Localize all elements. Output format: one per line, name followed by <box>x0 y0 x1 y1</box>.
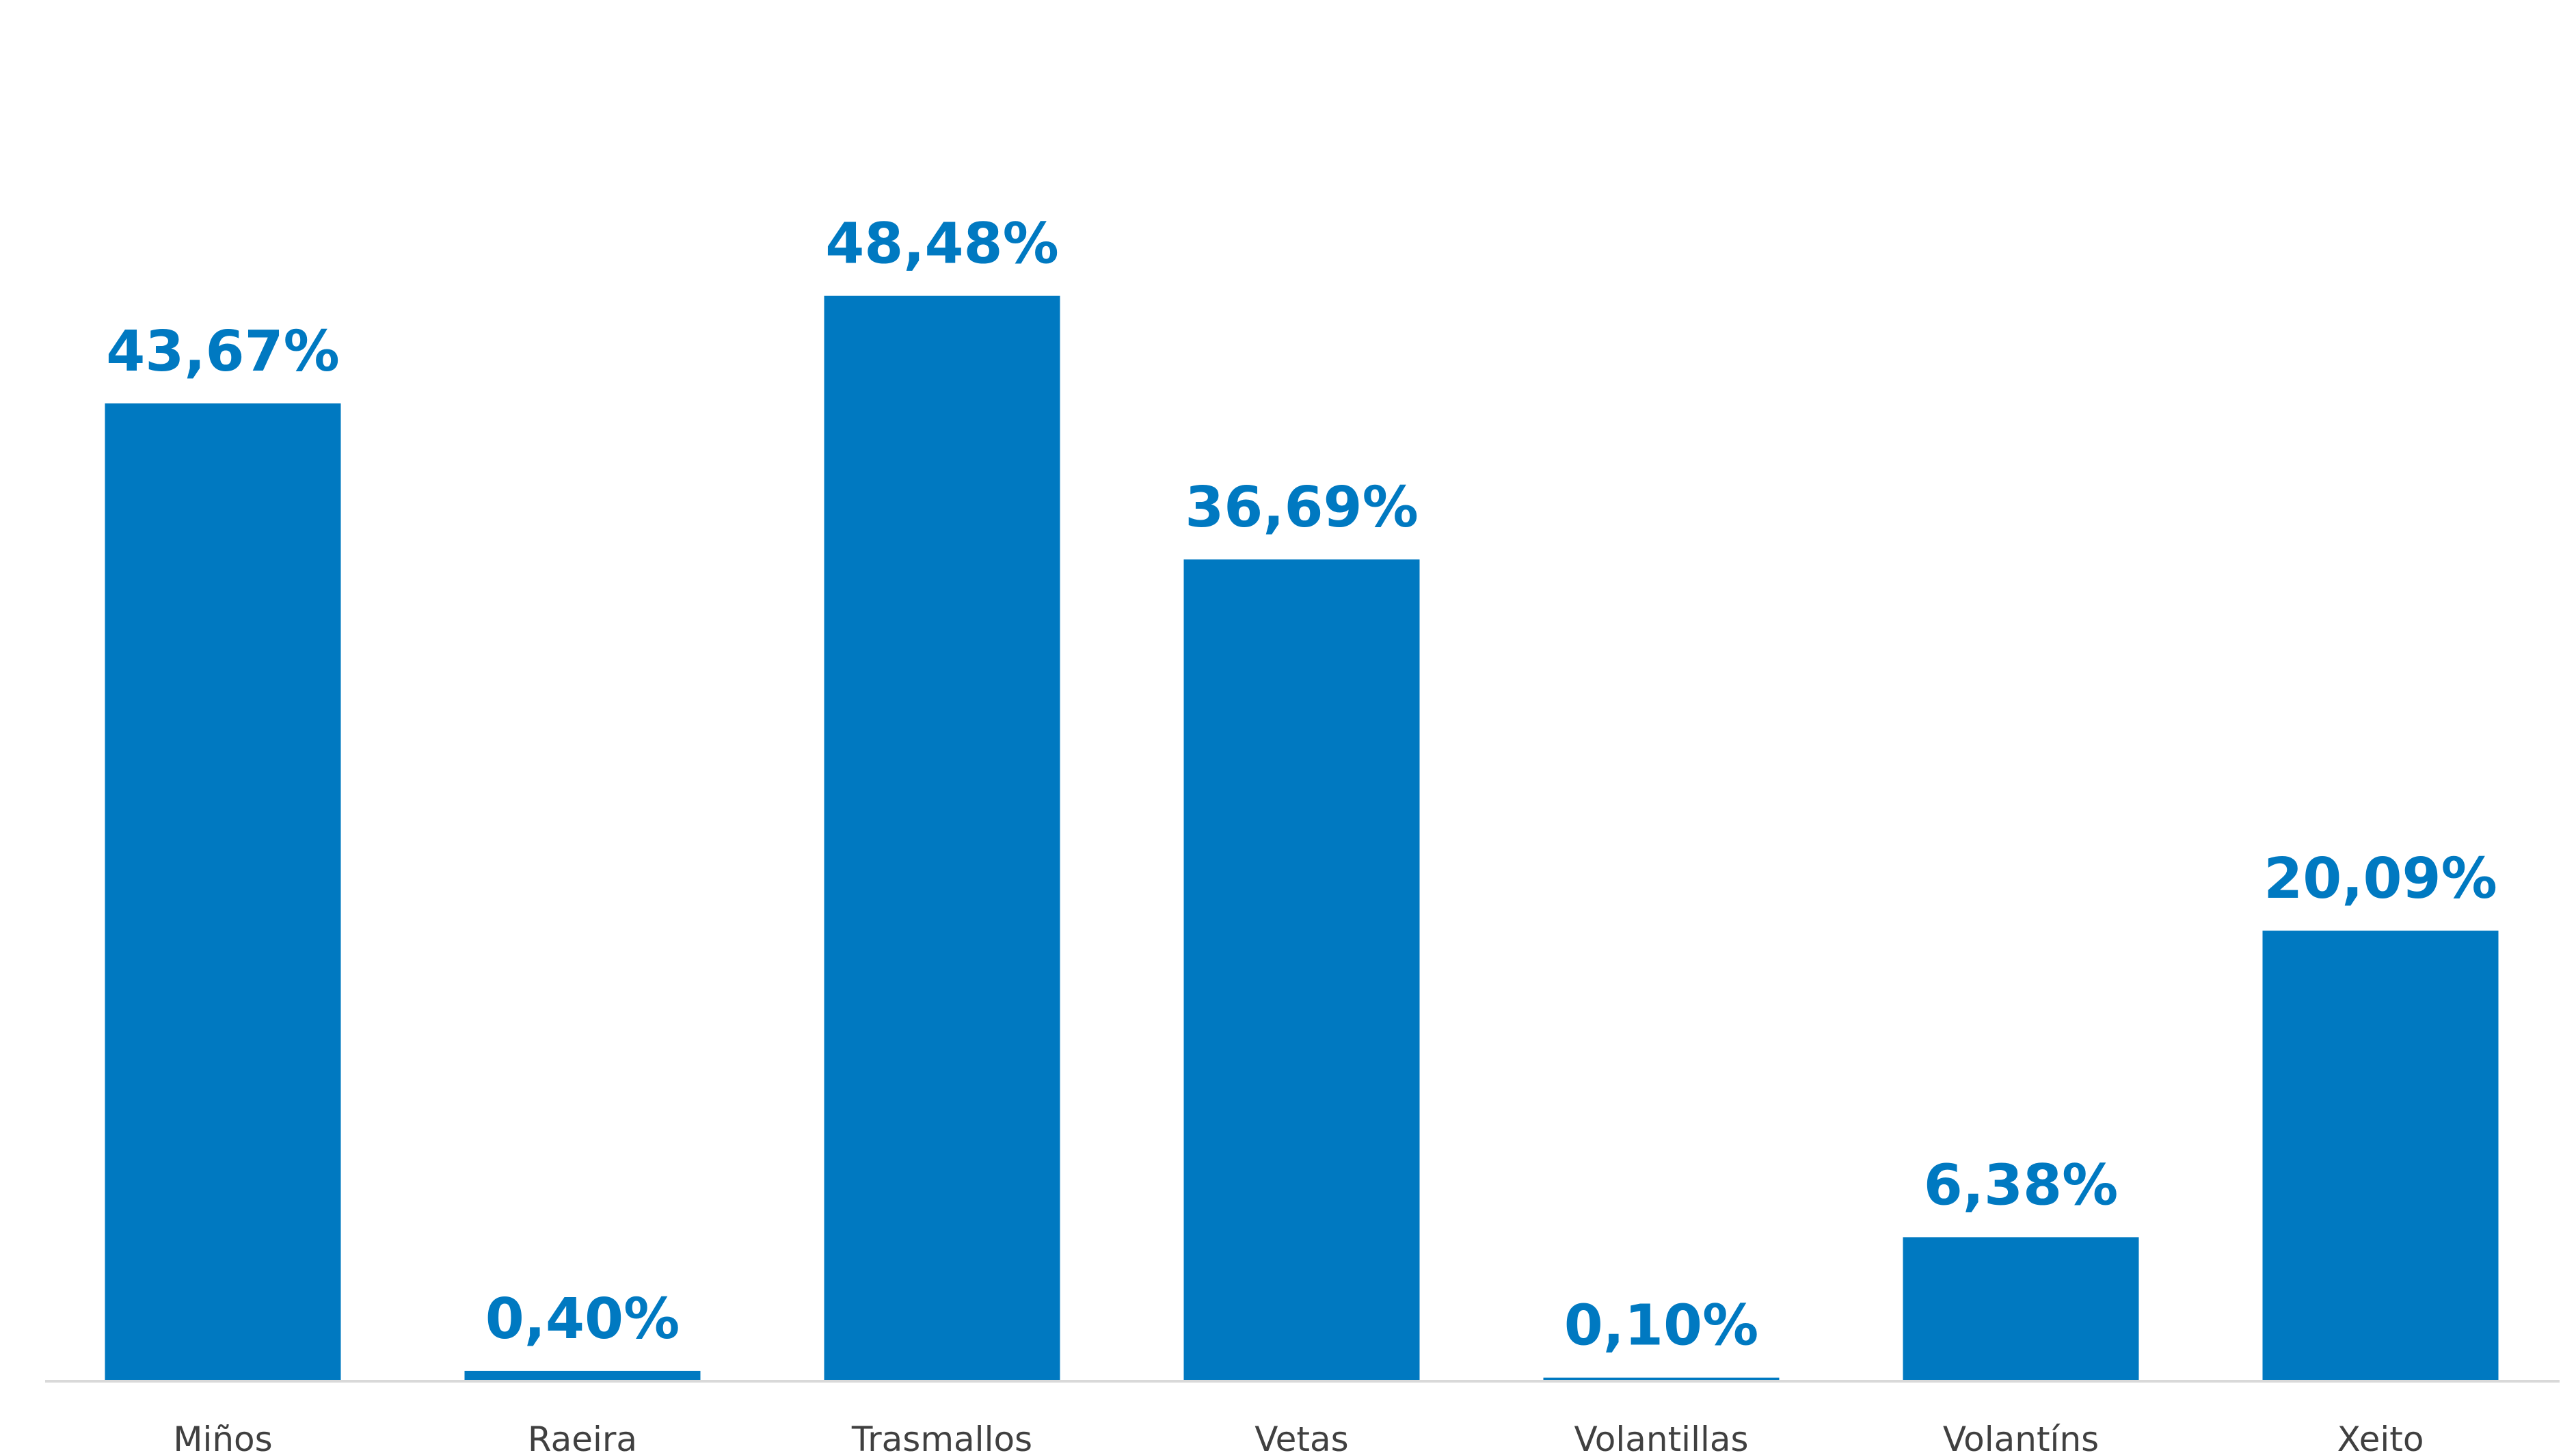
bar-volantíns <box>1903 1237 2139 1380</box>
x-tick-label: Vetas <box>1255 1419 1348 1453</box>
data-label: 48,48% <box>825 212 1059 277</box>
data-label: 43,67% <box>106 319 340 384</box>
data-label: 20,09% <box>2264 847 2497 911</box>
x-tick-label: Volantillas <box>1574 1419 1748 1453</box>
bar-miños <box>105 403 341 1381</box>
bar-volantillas <box>1543 1377 1780 1380</box>
data-label: 6,38% <box>1924 1153 2118 1218</box>
data-label: 0,40% <box>485 1287 680 1352</box>
x-tick-label: Volantíns <box>1943 1419 2099 1453</box>
x-tick-label: Trasmallos <box>851 1419 1032 1453</box>
x-tick-label: Xeito <box>2337 1419 2424 1453</box>
data-label: 36,69% <box>1185 475 1419 540</box>
x-tick-label: Miños <box>173 1419 272 1453</box>
bar-xeito <box>2262 931 2499 1380</box>
bar-raeira <box>464 1370 701 1380</box>
bar-vetas <box>1183 559 1420 1380</box>
bar-trasmallos <box>824 295 1060 1381</box>
x-tick-label: Raeira <box>528 1419 637 1453</box>
data-label: 0,10% <box>1564 1294 1758 1359</box>
